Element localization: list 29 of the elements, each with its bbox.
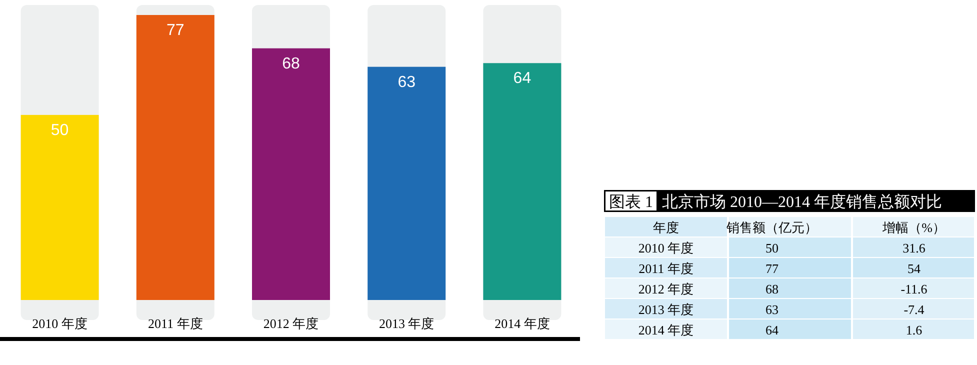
data-label: 63 [398, 74, 416, 91]
data-label: 68 [282, 55, 300, 72]
cell-label: -7.4 [904, 302, 924, 317]
cell-label: 63 [766, 302, 778, 317]
cell-label: 68 [766, 282, 778, 296]
y-tick-label: 2012 年度 [638, 282, 694, 296]
x-tick-label: 2013 年度 [378, 316, 434, 331]
x-tick-label: 2012 年度 [263, 316, 319, 331]
x-tick-label: 2014 年度 [494, 316, 550, 331]
chart-title: 图表 1 [609, 193, 653, 211]
y-tick-label: 2011 年度 [638, 261, 694, 276]
x-tick-label: 增幅（%） [882, 220, 946, 235]
cell-label: 31.6 [902, 240, 926, 256]
cell-label: 77 [766, 261, 778, 276]
chart-subtitle: 北京市场 2010—2014 年度销售总额对比 [662, 193, 942, 211]
x-tick-label: 2010 年度 [32, 316, 88, 331]
y-axis-title: 年度 [653, 220, 679, 235]
cell-label: 64 [766, 322, 778, 338]
cell-label: -11.6 [900, 282, 928, 296]
data-label: 64 [513, 70, 532, 88]
cell-label: 50 [766, 240, 778, 256]
data-label: 50 [50, 122, 69, 139]
cell-label: 1.6 [906, 322, 922, 338]
y-tick-label: 2013 年度 [638, 302, 694, 317]
x-tick-label: 2011 年度 [148, 316, 203, 331]
cell-label: 54 [908, 261, 920, 276]
y-tick-label: 2010 年度 [638, 240, 694, 256]
data-label: 77 [166, 22, 184, 39]
x-tick-label: 销售额（亿元） [726, 220, 818, 235]
